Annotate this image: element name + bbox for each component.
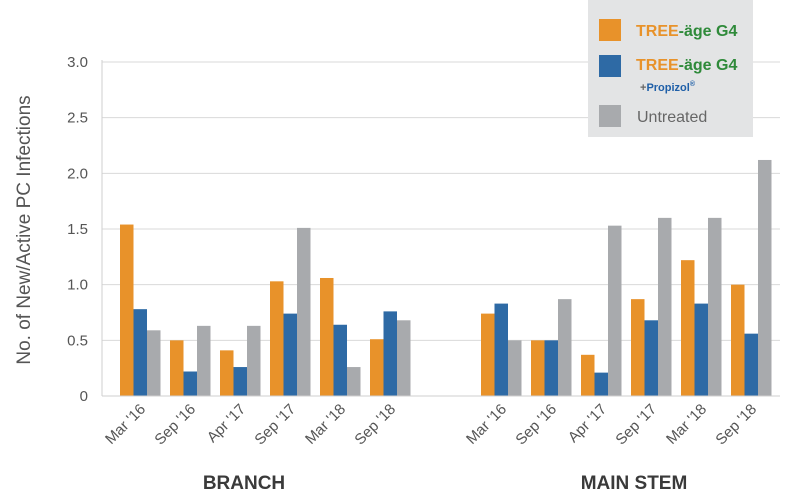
bar [631,299,645,396]
y-tick-label: 1.5 [67,221,88,238]
x-tick-label: Apr '17 [565,401,610,446]
x-tick-label: Apr '17 [204,401,249,446]
x-tick-label: Mar '16 [463,401,510,448]
x-tick-label: Sep '17 [251,401,299,449]
bar [270,281,284,396]
bar [120,224,134,396]
y-tick-label: 2.0 [67,165,88,182]
y-tick-label: 0.5 [67,332,88,349]
y-tick-label: 3.0 [67,54,88,71]
bar [481,313,495,396]
axes [101,60,780,397]
x-tick-label: Mar '16 [102,401,149,448]
bar [320,277,334,396]
bar [383,311,397,396]
x-tick-label: Sep '16 [151,401,199,449]
bar [220,350,234,396]
y-tick-label: 2.5 [67,110,88,127]
y-tick-label: 0 [80,388,88,405]
bar [347,367,361,396]
x-tick-label: Sep '18 [351,401,399,449]
x-tick-label: Sep '16 [512,401,560,449]
bar [758,159,772,396]
x-tick-label: Mar '18 [302,401,349,448]
bar [170,340,184,396]
bar [708,217,722,396]
legend-label-untreated: Untreated [637,109,707,126]
bar [594,372,608,396]
legend-label-g4-propizol: TREE-äge G4 [636,57,737,74]
legend-swatch-g4 [599,19,621,41]
x-tick-label: Mar '18 [663,401,710,448]
bar [233,367,247,396]
bar [531,340,545,396]
x-tick-label: Sep '18 [712,401,760,449]
bar [658,217,672,396]
bar [283,313,297,396]
legend-label-propizol: +Propizol® [640,80,696,94]
bar [247,325,261,396]
legend: TREE-äge G4 TREE-äge G4 +Propizol® Untre… [588,0,753,137]
bar [731,284,745,396]
y-axis-label: No. of New/Active PC Infections [14,95,35,364]
legend-swatch-untreated [599,105,621,127]
y-tick-label: 1.0 [67,277,88,294]
bar [744,333,758,396]
bar [644,320,658,396]
legend-swatch-g4-propizol [599,55,621,77]
bar [508,340,522,396]
bar [147,330,161,396]
bar [183,371,197,396]
bar [608,225,622,396]
bar [681,260,695,396]
legend-label-g4: TREE-äge G4 [636,23,737,40]
bar [694,303,708,396]
bar [544,340,558,396]
bar [333,324,347,396]
bar [558,299,572,396]
bars [120,159,772,396]
bar [133,309,147,396]
bar [197,325,211,396]
x-tick-label: Sep '17 [612,401,660,449]
group-label: BRANCH [203,473,285,494]
bar [581,354,595,396]
bar [494,303,508,396]
group-label: MAIN STEM [581,473,688,494]
bar [370,339,384,396]
bar [397,320,411,396]
bar [297,227,311,396]
